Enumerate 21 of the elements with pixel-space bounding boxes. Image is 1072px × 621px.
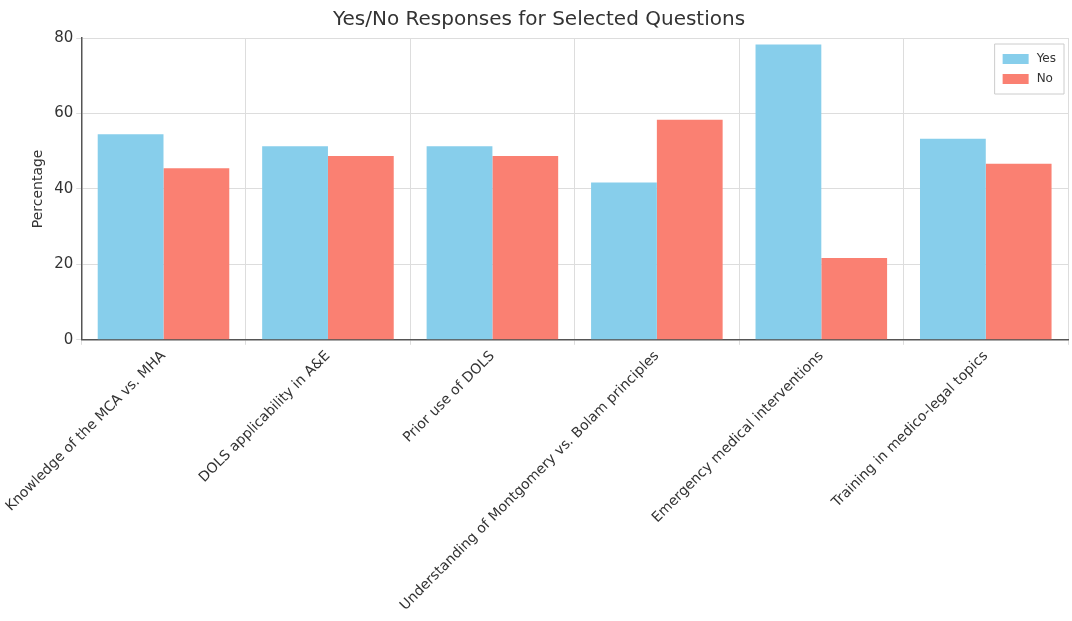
bar — [492, 156, 559, 340]
bar — [163, 168, 230, 340]
bar — [656, 119, 723, 340]
y-axis-title: Percentage — [29, 149, 46, 229]
y-tick-label: 0 — [63, 329, 74, 348]
y-tick-label: 60 — [54, 103, 74, 122]
chart-title: Yes/No Responses for Selected Questions — [331, 6, 746, 31]
bar — [262, 146, 328, 340]
y-tick-label: 80 — [54, 27, 74, 46]
y-tick-label: 20 — [54, 254, 74, 273]
bar — [591, 182, 657, 340]
bar — [755, 44, 822, 340]
legend-label: No — [1036, 71, 1053, 86]
y-tick-label: 40 — [54, 178, 74, 197]
bar — [327, 156, 394, 340]
bar — [426, 146, 493, 340]
bar — [985, 163, 1052, 340]
bar — [97, 134, 164, 340]
legend-label: Yes — [1035, 51, 1056, 66]
bar — [821, 257, 888, 340]
bar — [919, 138, 986, 340]
